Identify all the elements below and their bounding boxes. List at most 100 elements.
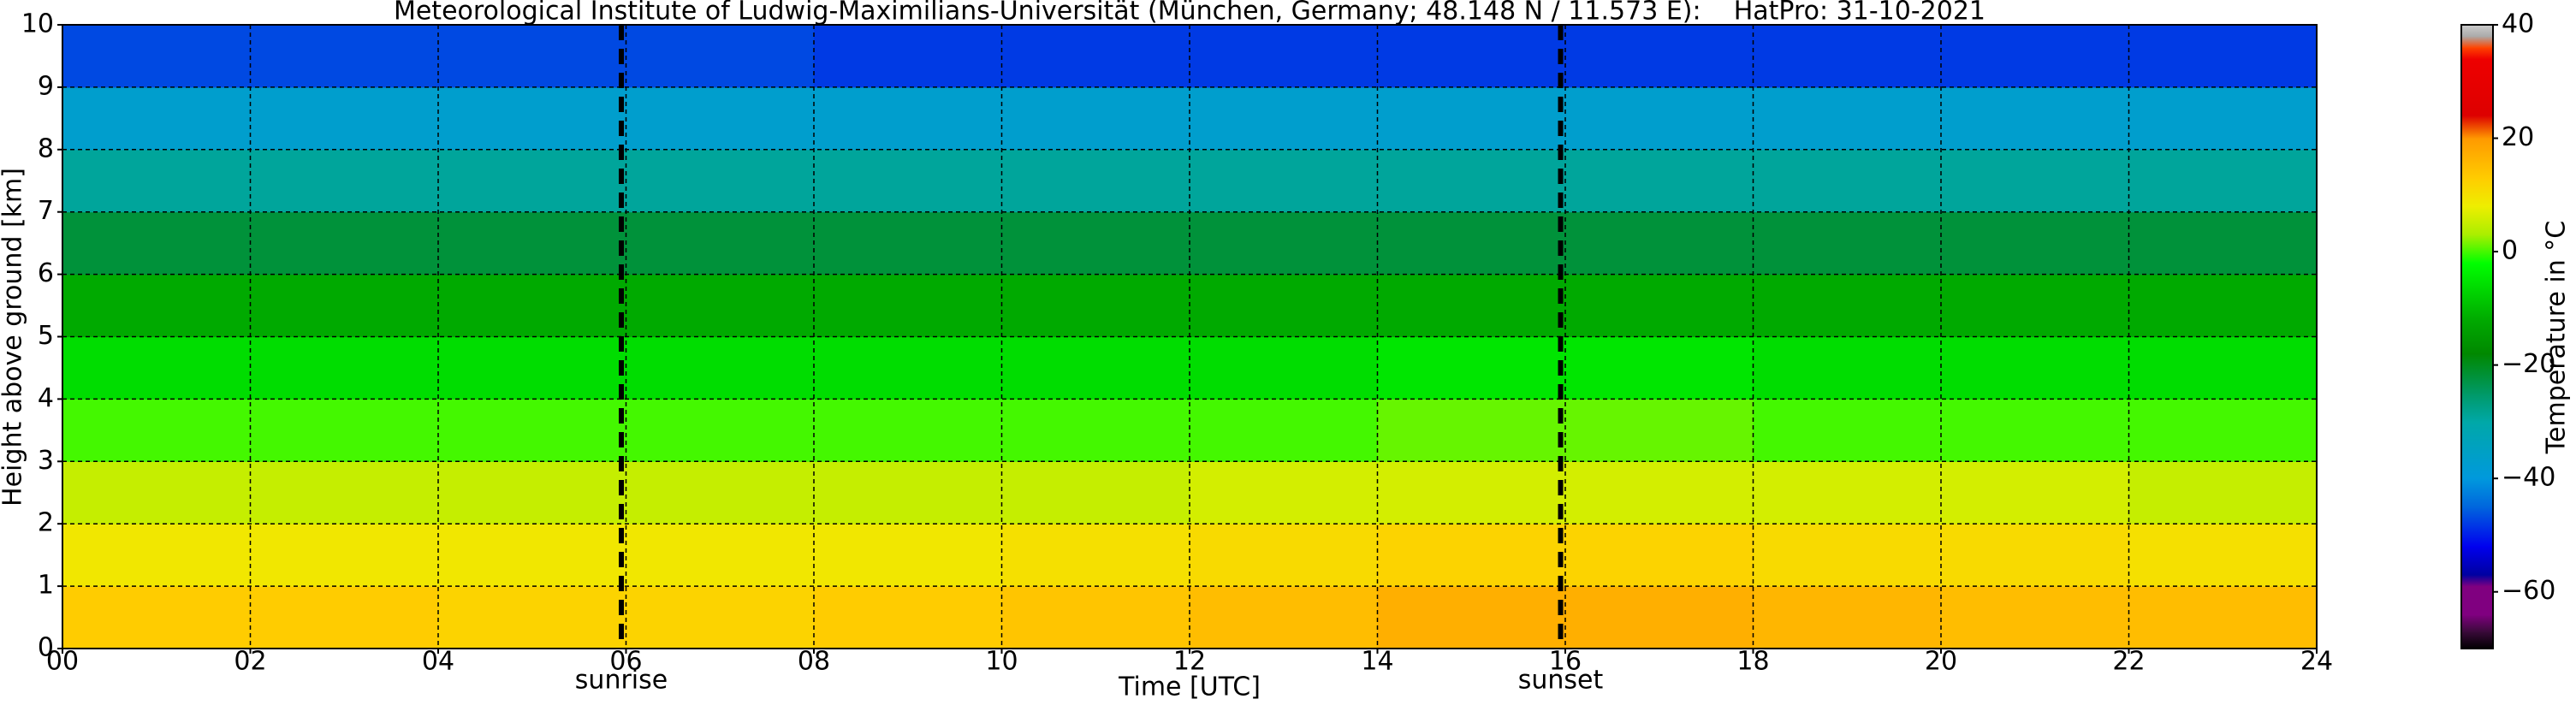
heatmap-cell: [1001, 399, 1190, 462]
colorbar-segment: [2461, 263, 2493, 287]
heatmap-cell: [626, 461, 815, 524]
colorbar-segment: [2461, 58, 2493, 116]
heatmap-cell: [1001, 586, 1190, 649]
heatmap-cell: [2128, 461, 2318, 524]
heatmap-cell: [1190, 586, 1378, 649]
heatmap-cell: [626, 586, 815, 649]
colorbar-tick-label: −20: [2502, 349, 2555, 379]
heatmap-cell: [1941, 25, 2129, 88]
heatmap-cell: [1190, 25, 1378, 88]
colorbar-segment: [2461, 421, 2493, 479]
heatmap-cell: [1001, 524, 1190, 587]
heatmap-cell: [1565, 274, 1754, 337]
heatmap-cell: [1001, 25, 1190, 88]
y-tick-label: 2: [38, 508, 54, 538]
heatmap-cell: [1190, 524, 1378, 587]
heatmap-cell: [1001, 149, 1190, 213]
heatmap-cell: [2128, 336, 2318, 400]
heatmap-cell: [250, 25, 439, 88]
colorbar-label: Temperature in °C: [2542, 221, 2572, 454]
chart-title: Meteorological Institute of Ludwig-Maxim…: [394, 0, 1985, 27]
heatmap-cell: [626, 25, 815, 88]
heatmap-cell: [62, 211, 251, 275]
heatmap-cell: [250, 461, 439, 524]
heatmap-cell: [2128, 211, 2318, 275]
heatmap-cell: [814, 149, 1002, 213]
heatmap-cell: [1377, 586, 1566, 649]
heatmap-cell: [1001, 211, 1190, 275]
heatmap-cell: [814, 25, 1002, 88]
colorbar-segment: [2461, 614, 2493, 632]
heatmap-cell: [62, 461, 251, 524]
heatmap-cell: [1753, 211, 1942, 275]
heatmap-cell: [1941, 524, 2129, 587]
y-tick-label: 8: [38, 133, 54, 163]
heatmap-cell: [1941, 149, 2129, 213]
heatmap-cell: [1001, 274, 1190, 337]
heatmap-cell: [438, 149, 626, 213]
heatmap-cell: [438, 211, 626, 275]
heatmap-cell: [62, 336, 251, 400]
heatmap-cell: [1190, 149, 1378, 213]
heatmap-cell: [1941, 211, 2129, 275]
colorbar-segment: [2461, 353, 2493, 394]
heatmap-cell: [1565, 86, 1754, 151]
y-tick-label: 6: [38, 258, 54, 288]
annotation-label: sunset: [1518, 666, 1604, 696]
heatmap-cell: [1565, 336, 1754, 400]
heatmap-cell: [1377, 524, 1566, 587]
heatmap-cell: [1377, 25, 1566, 88]
heatmap-cell: [62, 274, 251, 337]
heatmap-cell: [62, 86, 251, 151]
heatmap-cell: [626, 149, 815, 213]
y-tick-label: 7: [38, 196, 54, 226]
heatmap-cell: [814, 86, 1002, 151]
heatmap-cell: [1377, 149, 1566, 213]
heatmap-cell: [1753, 586, 1942, 649]
heatmap-cell: [1753, 274, 1942, 337]
heatmap-cell: [1753, 336, 1942, 400]
colorbar-segment: [2461, 546, 2493, 576]
heatmap-cell: [438, 461, 626, 524]
colorbar-tick-label: 20: [2502, 122, 2534, 152]
y-tick-label: 3: [38, 446, 54, 476]
heatmap-cell: [438, 586, 626, 649]
heatmap-cell: [2128, 274, 2318, 337]
colorbar-tick-label: 40: [2502, 9, 2534, 39]
heatmap-cell: [2128, 86, 2318, 151]
colorbar-segment: [2461, 586, 2493, 615]
heatmap-cell: [626, 336, 815, 400]
heatmap-cell: [1565, 399, 1754, 462]
heatmap-cell: [1565, 461, 1754, 524]
heatmap-cell: [1565, 524, 1754, 587]
heatmap-cell: [250, 86, 439, 151]
colorbar-segment: [2461, 234, 2493, 264]
heatmap-cell: [1377, 86, 1566, 151]
heatmap-cell: [1190, 399, 1378, 462]
colorbar-segment: [2461, 116, 2493, 139]
y-axis-label: Height above ground [km]: [0, 168, 28, 507]
colorbar-segment: [2461, 138, 2493, 179]
heatmap-cell: [1377, 336, 1566, 400]
heatmap-cell: [1377, 274, 1566, 337]
colorbar-tick-label: −60: [2502, 576, 2555, 606]
heatmap-cell: [2128, 25, 2318, 88]
y-tick-label: 10: [21, 9, 54, 39]
heatmap-cell: [1565, 25, 1754, 88]
y-tick-label: 1: [38, 571, 54, 601]
heatmap-cell: [1190, 461, 1378, 524]
heatmap-cell: [1753, 25, 1942, 88]
heatmap-cell: [1941, 86, 2129, 151]
heatmap-cell: [438, 524, 626, 587]
y-tick-label: 5: [38, 321, 54, 351]
heatmap-cell: [1565, 211, 1754, 275]
colorbar-frame: [2460, 24, 2494, 649]
heatmap-cell: [250, 524, 439, 587]
heatmap-cell: [1377, 461, 1566, 524]
colorbar-segment: [2461, 319, 2493, 354]
heatmap-cell: [1941, 274, 2129, 337]
heatmap-cell: [1190, 86, 1378, 151]
heatmap-cell: [2128, 524, 2318, 587]
